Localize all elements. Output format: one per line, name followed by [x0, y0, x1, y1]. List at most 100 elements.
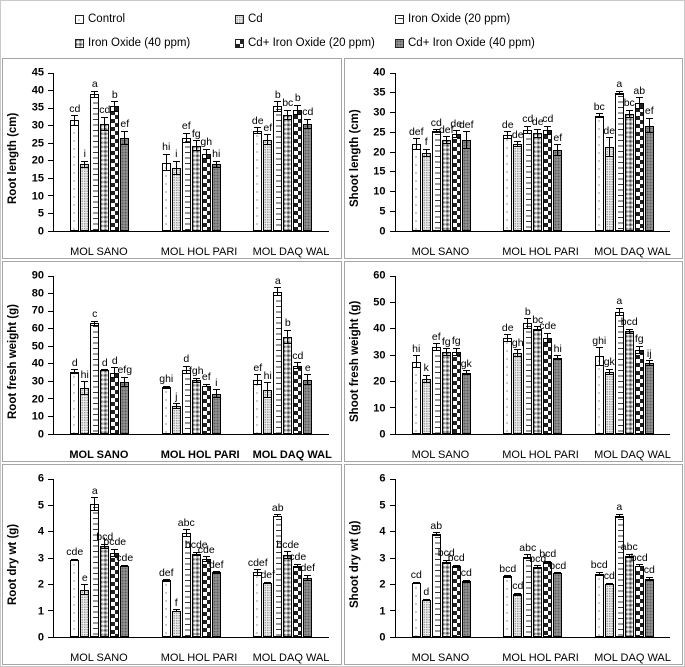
bar-slot: cde	[116, 479, 133, 637]
bar-slot: ef	[553, 73, 563, 231]
significance-letter: a	[91, 484, 98, 497]
y-axis-title: Root length (cm)	[7, 112, 19, 205]
bar-slot: e	[80, 479, 90, 637]
y-tick-label: 30	[373, 349, 386, 361]
significance-letter: k	[423, 362, 429, 375]
y-tick-label: 1	[37, 605, 44, 617]
bar-group-mol-daq-wal: cdef def ab bcde cde def	[248, 479, 315, 637]
y-tick-label: 40	[31, 84, 44, 97]
y-axis: 0 5 10 15 20 25 30 35 40	[365, 67, 395, 237]
y-tick-mark	[389, 380, 395, 382]
bar-slot: cd	[461, 479, 472, 637]
error-bar	[182, 365, 190, 375]
error-bar	[422, 148, 430, 157]
bar-slot: de	[450, 73, 462, 231]
y-tick-label: 20	[31, 154, 44, 167]
y-tick-mark	[389, 191, 395, 192]
significance-letter: fg	[441, 335, 451, 348]
x-category-label: MOL DAQ WAL	[594, 246, 671, 258]
y-tick-label: 0	[379, 631, 386, 644]
bar-slot: hi	[161, 73, 171, 231]
bar-cd-iron-oxide-20-ppm-mol-sano	[110, 372, 120, 434]
y-tick-label: 10	[373, 402, 386, 414]
significance-letter: a	[616, 501, 623, 514]
error-bar	[524, 554, 532, 560]
legend-item-iron-oxide-40: Iron Oxide (40 ppm)	[75, 37, 235, 49]
chart-panel-root-fresh-weight: Root fresh weight (g) 0 10 20 30 40 50 60 70 80 9…	[2, 261, 342, 462]
bar-slot: ab	[430, 479, 442, 637]
significance-letter: e	[304, 361, 311, 374]
bar-cd-iron-oxide-40-ppm-mol-daq-wal	[303, 123, 313, 231]
significance-letter: ghi	[592, 334, 607, 347]
bar-slot: e	[303, 276, 313, 434]
significance-letter: abc	[620, 541, 638, 554]
y-tick-label: 15	[373, 165, 386, 178]
y-tick-label: 0	[379, 428, 386, 441]
significance-letter: ef	[253, 361, 263, 374]
error-bar	[192, 551, 200, 557]
x-category-label: MOL SANO	[70, 246, 128, 258]
significance-letter: ef	[431, 330, 441, 343]
bar-cd-mol-hol-pari	[513, 144, 523, 231]
significance-letter: ef	[181, 120, 191, 133]
error-bar	[172, 609, 180, 612]
error-bar	[121, 130, 129, 145]
bar-slot: de	[512, 73, 524, 231]
bar-slot: ef	[181, 73, 191, 231]
y-axis-title: Shoot dry wt (g)	[348, 520, 361, 609]
x-category-label: MOL DAQ WAL	[252, 246, 330, 258]
bar-iron-oxide-40-ppm-mol-sano	[100, 546, 110, 637]
error-bar	[605, 582, 613, 586]
error-bar	[284, 109, 292, 121]
bar-control-mol-hol-pari	[161, 162, 171, 231]
bar-iron-oxide-40-ppm-mol-daq-wal	[624, 113, 634, 231]
legend-item-iron-oxide-20: Iron Oxide (20 ppm)	[395, 13, 615, 25]
legend-label: Cd	[248, 13, 263, 25]
y-tick-mark	[389, 610, 395, 612]
bar-iron-oxide-40-ppm-mol-hol-pari	[533, 567, 543, 637]
y-tick-label: 40	[373, 322, 386, 335]
bar-cd-mol-daq-wal	[604, 146, 614, 231]
bar-group-mol-daq-wal: ef hi a b cd e	[253, 276, 313, 434]
bar-slot: bc	[594, 73, 605, 231]
bar-group-mol-hol-pari: def f abc bcde cde def	[159, 479, 224, 637]
bar-slot: i	[211, 276, 221, 434]
significance-letter: cd	[410, 569, 422, 582]
significance-letter: bcde	[276, 538, 300, 551]
error-bar	[412, 581, 420, 585]
y-tick-mark	[48, 230, 53, 232]
y-tick-label: 80	[31, 287, 44, 300]
y-tick-label: 30	[31, 119, 44, 132]
error-bar	[304, 118, 312, 130]
bar-group-mol-hol-pari: ghi j d fgh ef i	[159, 276, 221, 434]
bar-slot: a	[273, 276, 283, 434]
y-tick-label: 40	[373, 66, 386, 79]
bar-cd-mol-sano	[80, 589, 90, 637]
bar-cd-iron-oxide-20-ppm-mol-sano	[110, 552, 120, 637]
bar-slot: gk	[604, 276, 615, 434]
significance-letter: d	[111, 354, 118, 367]
bar-control-mol-hol-pari	[503, 338, 513, 434]
significance-letter: gh	[511, 336, 524, 349]
significance-letter: efg	[117, 364, 133, 377]
significance-letter: f	[174, 596, 178, 609]
y-tick-mark	[48, 293, 53, 295]
bar-iron-oxide-40-ppm-mol-sano	[100, 123, 110, 231]
error-bar	[635, 345, 643, 354]
significance-letter: i	[175, 148, 178, 161]
error-bar	[212, 160, 220, 168]
bar-iron-oxide-40-ppm-mol-sano	[100, 369, 110, 434]
significance-letter: cd	[603, 570, 615, 582]
significance-letter: fgh	[188, 365, 204, 378]
y-axis: 0 10 20 30 40 50 60	[365, 270, 395, 440]
error-bar	[432, 129, 440, 134]
error-bar	[304, 374, 312, 385]
y-tick-mark	[389, 171, 395, 173]
y-tick-mark	[389, 92, 395, 94]
significance-letter: gk	[460, 357, 472, 370]
bar-slot: de	[252, 73, 264, 231]
bar-cd-mol-daq-wal	[263, 583, 273, 637]
error-bar	[452, 564, 460, 569]
